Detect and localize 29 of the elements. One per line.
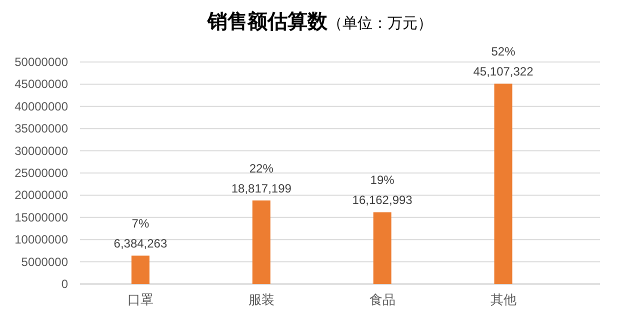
y-tick-label: 50000000 [14,55,68,69]
y-tick-label: 40000000 [14,99,68,114]
chart-title: 销售额估算数 [206,10,328,33]
y-tick-label: 30000000 [14,144,68,158]
x-tick-label: 其他 [490,292,516,307]
bar [252,200,270,284]
x-tick-label: 食品 [369,292,396,307]
bar [494,84,512,284]
annotation: 22% [249,161,274,176]
chart-subtitle: （单位：万元） [328,15,432,32]
y-tick-label: 45000000 [14,77,68,92]
x-tick-label: 服装 [248,292,274,307]
data-label: 45,107,322 [473,64,534,79]
annotation: 19% [370,173,395,188]
data-label: 6,384,263 [114,236,168,251]
y-tick-label: 5000000 [21,254,68,269]
y-tick-label: 10000000 [14,232,68,247]
annotation: 52% [491,44,516,59]
data-label: 16,162,993 [352,193,413,208]
y-tick-label: 15000000 [14,210,68,224]
x-tick-label: 口罩 [127,292,154,307]
bar [373,212,392,284]
data-label: 18,817,199 [231,181,292,196]
y-tick-label: 25000000 [14,166,68,180]
annotation: 7% [132,216,150,231]
y-tick-label: 35000000 [14,122,68,136]
y-tick-label: 20000000 [14,188,68,202]
y-tick-label: 0 [61,277,68,291]
bar [131,256,150,284]
